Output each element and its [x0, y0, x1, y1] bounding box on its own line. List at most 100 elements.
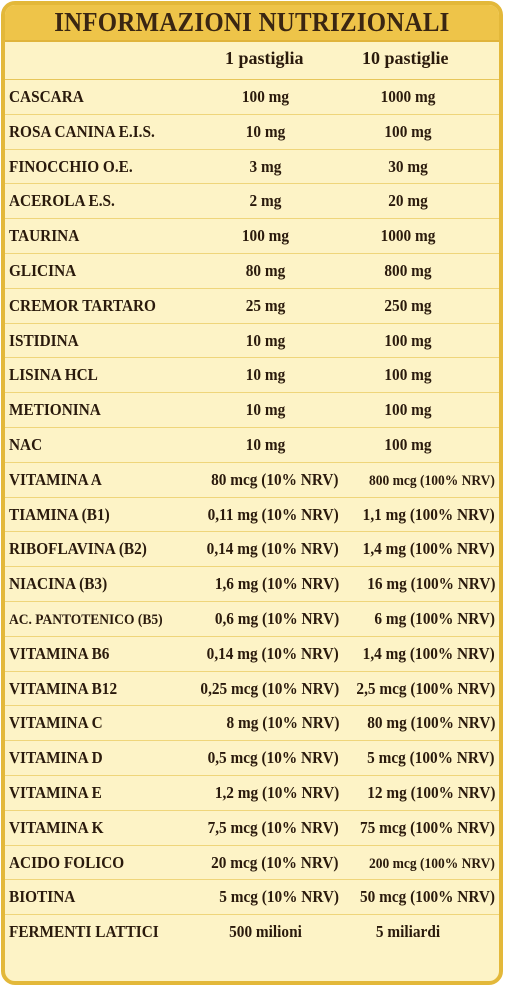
amount-ten-tablets: 800 mcg (100% NRV)	[369, 472, 495, 489]
table-row: VITAMINA K 7,5 mcg (10% NRV) 75 mcg (100% …	[5, 811, 499, 846]
amount-one-tablet: 10 mg	[245, 365, 286, 385]
amount-ten-tablets: 250 mg	[384, 295, 432, 315]
panel-title: INFORMAZIONI NUTRIZIONALI	[54, 7, 450, 37]
nutrient-name: VITAMINA B12	[9, 678, 118, 698]
table-row: ACIDO FOLICO 20 mcg (10% NRV) 200 mcg (100…	[5, 846, 499, 881]
amount-ten-tablets: 12 mg (100% NRV)	[366, 782, 495, 802]
table-row: VITAMINA B6 0,14 mg (10% NRV) 1,4 mg (100%…	[5, 637, 499, 672]
amount-one-tablet: 5 mcg (10% NRV)	[219, 887, 339, 907]
table-row: CASCARA 100 mg 1000 mg	[5, 80, 499, 115]
amount-ten-tablets: 1000 mg	[380, 87, 436, 106]
nutrient-name: GLICINA	[9, 260, 77, 280]
nutrient-name: ACIDO FOLICO	[9, 852, 125, 872]
amount-ten-tablets: 5 mcg (100% NRV)	[367, 748, 495, 768]
nutrient-name: TIAMINA (B1)	[9, 504, 110, 524]
nutrient-name: FINOCCHIO O.E.	[9, 156, 133, 176]
table-row: METIONINA 10 mg 100 mg	[5, 393, 499, 428]
nutrient-name: CASCARA	[9, 87, 84, 106]
table-row: FERMENTI LATTICI 500 milioni 5 miliardi	[5, 915, 499, 950]
amount-one-tablet: 10 mg	[245, 400, 286, 420]
table-row: CREMOR TARTARO 25 mg 250 mg	[5, 289, 499, 324]
table-row: LISINA HCL 10 mg 100 mg	[5, 358, 499, 394]
amount-ten-tablets: 6 mg (100% NRV)	[374, 608, 495, 628]
amount-one-tablet: 80 mg	[245, 260, 286, 280]
nutrient-name: ACEROLA E.S.	[9, 191, 115, 211]
amount-one-tablet: 10 mg	[245, 330, 286, 350]
amount-one-tablet: 100 mg	[241, 87, 290, 106]
amount-ten-tablets: 800 mg	[384, 260, 432, 280]
amount-ten-tablets: 1,4 mg (100% NRV)	[362, 539, 495, 559]
table-row: BIOTINA 5 mcg (10% NRV) 50 mcg (100% NRV)	[5, 880, 499, 916]
nutrient-name: TAURINA	[9, 226, 80, 246]
amount-one-tablet: 2 mg	[249, 191, 282, 211]
amount-ten-tablets: 100 mg	[384, 434, 432, 454]
amount-ten-tablets: 75 mcg (100% NRV)	[359, 817, 495, 837]
table-row: NAC 10 mg 100 mg	[5, 428, 499, 463]
nutrient-name: VITAMINA B6	[9, 643, 110, 663]
table-row: NIACINA (B3) 1,6 mg (10% NRV) 16 mg (100% …	[5, 567, 499, 602]
amount-one-tablet: 0,25 mcg (10% NRV)	[200, 678, 339, 698]
nutrient-name: FERMENTI LATTICI	[9, 922, 159, 942]
amount-one-tablet: 1,2 mg (10% NRV)	[214, 782, 339, 802]
column-header-row: 1 pastiglia 10 pastiglie	[5, 42, 499, 80]
amount-one-tablet: 80 mcg (10% NRV)	[211, 469, 339, 489]
table-row: ROSA CANINA E.I.S. 10 mg 100 mg	[5, 115, 499, 150]
table-row: TAURINA 100 mg 1000 mg	[5, 219, 499, 254]
title-bar: INFORMAZIONI NUTRIZIONALI	[5, 5, 499, 42]
nutrient-name: NIACINA (B3)	[9, 574, 108, 594]
nutrient-name: AC. PANTOTENICO (B5)	[9, 611, 163, 628]
nutrient-name: RIBOFLAVINA (B2)	[9, 539, 147, 559]
nutrient-name: VITAMINA E	[9, 782, 102, 802]
table-row: FINOCCHIO O.E. 3 mg 30 mg	[5, 150, 499, 185]
table-row: ISTIDINA 10 mg 100 mg	[5, 324, 499, 359]
nutrient-name: VITAMINA K	[9, 817, 104, 837]
amount-one-tablet: 0,5 mcg (10% NRV)	[207, 748, 339, 768]
table-row: VITAMINA E 1,2 mg (10% NRV) 12 mg (100% NR…	[5, 776, 499, 811]
amount-one-tablet: 0,6 mg (10% NRV)	[214, 608, 339, 628]
amount-ten-tablets: 100 mg	[384, 121, 432, 141]
amount-one-tablet: 10 mg	[245, 434, 286, 454]
amount-one-tablet: 7,5 mcg (10% NRV)	[207, 817, 339, 837]
nutrient-name: VITAMINA A	[9, 469, 102, 489]
amount-one-tablet: 25 mg	[245, 295, 286, 315]
amount-ten-tablets: 2,5 mcg (100% NRV)	[356, 678, 495, 698]
amount-ten-tablets: 50 mcg (100% NRV)	[359, 887, 495, 907]
amount-one-tablet: 0,14 mg (10% NRV)	[206, 643, 339, 663]
nutrient-name: LISINA HCL	[9, 365, 98, 385]
amount-one-tablet: 500 milioni	[229, 922, 302, 942]
nutrient-name: METIONINA	[9, 400, 101, 420]
table-row: ACEROLA E.S. 2 mg 20 mg	[5, 184, 499, 220]
amount-one-tablet: 1,6 mg (10% NRV)	[214, 574, 339, 594]
amount-ten-tablets: 1000 mg	[380, 226, 436, 246]
nutrient-name: BIOTINA	[9, 887, 76, 907]
column-header-one-tablet: 1 pastiglia	[225, 48, 304, 68]
nutrient-name: ROSA CANINA E.I.S.	[9, 121, 155, 141]
amount-one-tablet: 8 mg (10% NRV)	[226, 713, 339, 733]
amount-ten-tablets: 100 mg	[384, 365, 432, 385]
table-row: TIAMINA (B1) 0,11 mg (10% NRV) 1,1 mg (100…	[5, 498, 499, 533]
amount-ten-tablets: 30 mg	[388, 156, 428, 176]
amount-ten-tablets: 100 mg	[384, 400, 432, 420]
amount-ten-tablets: 200 mcg (100% NRV)	[369, 855, 495, 872]
nutrient-name: VITAMINA D	[9, 748, 103, 768]
table-row: VITAMINA D 0,5 mcg (10% NRV) 5 mcg (100% N…	[5, 741, 499, 776]
nutrient-name: NAC	[9, 434, 43, 454]
amount-one-tablet: 0,11 mg (10% NRV)	[207, 504, 339, 524]
amount-one-tablet: 100 mg	[241, 226, 290, 246]
amount-one-tablet: 3 mg	[249, 156, 282, 176]
amount-ten-tablets: 1,4 mg (100% NRV)	[362, 643, 495, 663]
amount-ten-tablets: 1,1 mg (100% NRV)	[362, 504, 495, 524]
column-header-ten-tablets: 10 pastiglie	[362, 48, 449, 68]
amount-one-tablet: 10 mg	[245, 121, 286, 141]
amount-ten-tablets: 100 mg	[384, 330, 432, 350]
nutrient-name: ISTIDINA	[9, 330, 79, 350]
nutrient-name: CREMOR TARTARO	[9, 295, 156, 315]
nutrient-table: CASCARA 100 mg 1000 mg ROSA CANINA E.I.S. 10…	[5, 80, 499, 950]
table-row: VITAMINA C 8 mg (10% NRV) 80 mg (100% NRV)	[5, 706, 499, 742]
amount-ten-tablets: 16 mg (100% NRV)	[366, 574, 495, 594]
amount-ten-tablets: 80 mg (100% NRV)	[366, 713, 495, 733]
table-row: AC. PANTOTENICO (B5) 0,6 mg (10% NRV) 6 mg…	[5, 602, 499, 637]
table-row: RIBOFLAVINA (B2) 0,14 mg (10% NRV) 1,4 mg …	[5, 532, 499, 568]
amount-ten-tablets: 5 miliardi	[375, 922, 441, 942]
